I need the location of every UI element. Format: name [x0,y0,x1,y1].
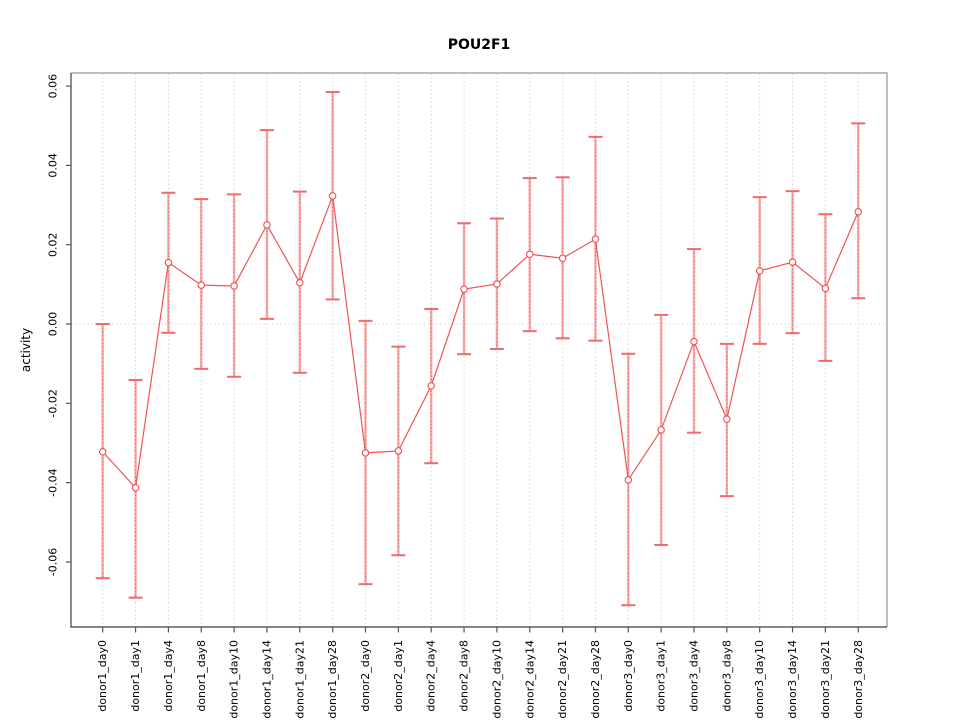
x-tick-label: donor1_day14 [260,640,273,719]
y-tick-label: -0.02 [47,389,60,417]
data-point-marker [98,447,107,456]
plot-box-axes [70,73,887,628]
x-tick-label: donor3_day0 [622,640,635,712]
x-tick-label: donor2_day8 [458,640,471,712]
data-point-marker [164,258,173,267]
data-point-marker [296,279,304,287]
x-tick-label: donor3_day10 [753,640,766,719]
x-tick-label: donor2_day21 [556,640,569,719]
data-point-marker [624,476,633,484]
x-tick-label: donor2_day14 [523,640,536,719]
data-point-marker [131,484,140,492]
data-point-marker [723,415,731,423]
x-tick-label: donor1_day28 [326,640,339,719]
data-point-marker [788,258,797,266]
data-point-marker [525,250,534,258]
series-line [102,195,859,490]
x-tick-label: donor1_day21 [293,640,306,719]
y-tick-label: 0.00 [47,312,60,337]
data-point-marker [394,447,403,455]
y-tick-label: 0.04 [47,153,60,178]
data-point-marker [854,208,862,216]
x-tick-label: donor3_day28 [852,640,865,719]
data-point-marker [263,221,271,229]
data-point-marker [460,285,468,293]
x-tick-label: donor1_day8 [195,640,208,712]
data-point-marker [361,449,370,457]
x-tick-label: donor3_day1 [655,640,668,712]
x-tick-label: donor2_day10 [490,640,503,719]
x-tick-label: donor2_day0 [359,640,372,712]
x-tick-label: donor3_day21 [819,640,832,719]
x-tick-label: donor3_day8 [720,640,733,712]
data-point-marker [690,337,698,346]
y-axis-label: activity [19,328,33,372]
x-tick-label: donor3_day4 [688,640,701,712]
x-tick-label: donor2_day1 [392,640,405,712]
data-point-marker [493,280,501,288]
data-point-marker [755,267,764,275]
x-tick-label: donor2_day4 [425,640,438,712]
data-point-marker [230,282,238,290]
data-point-marker [821,284,830,293]
y-tick-label: -0.06 [47,548,60,576]
x-tick-label: donor2_day28 [589,640,602,719]
data-point-marker [328,192,337,200]
data-point-marker [657,426,665,434]
y-tick-label: 0.02 [47,232,60,256]
plot-box-top-right [71,72,888,627]
x-tick-label: donor3_day14 [786,640,799,719]
chart-title: POU2F1 [448,37,511,53]
y-tick-label: 0.06 [47,74,60,99]
x-tick-label: donor1_day10 [228,640,241,719]
data-point-marker [558,254,567,262]
x-tick-label: donor1_day1 [129,640,142,712]
x-tick-label: donor1_day0 [96,640,109,712]
y-tick-label: -0.04 [47,468,60,496]
data-point-marker [591,235,600,243]
x-tick-label: donor1_day4 [162,640,175,712]
data-point-marker [197,281,206,289]
data-point-marker [427,382,435,390]
